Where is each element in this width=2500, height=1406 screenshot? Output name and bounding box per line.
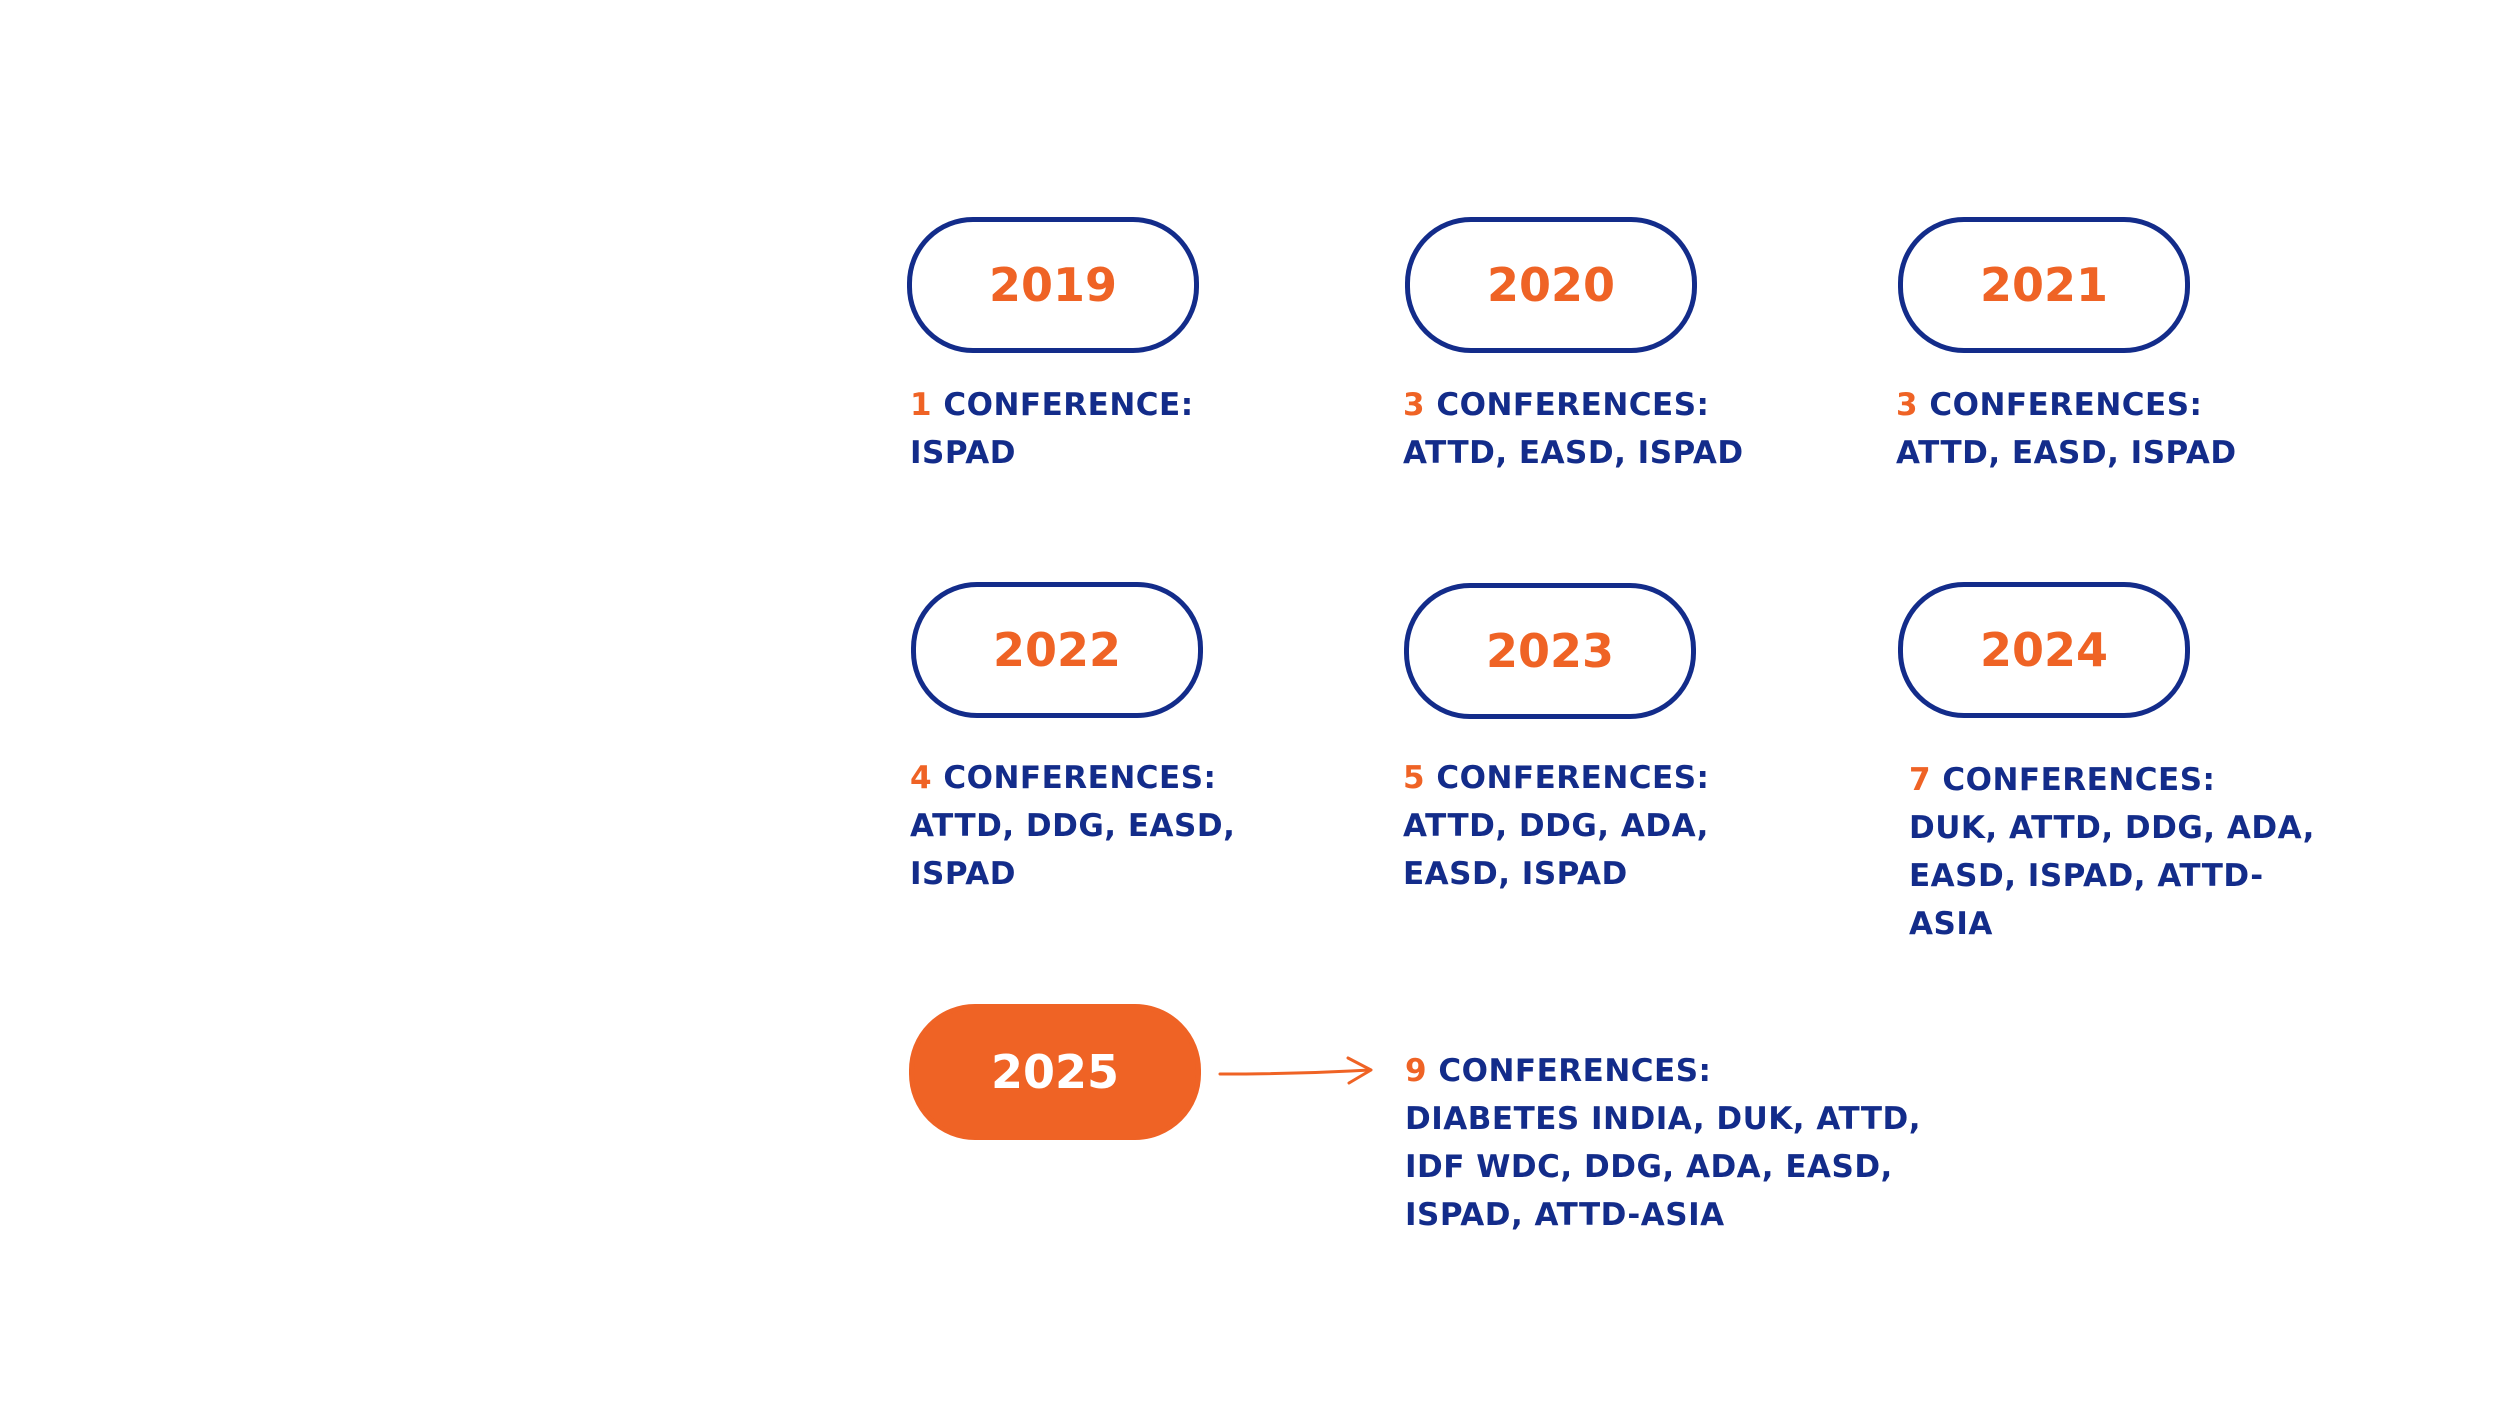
year-pill: 2021: [1898, 217, 2190, 353]
conference-info: 3 CONFERENCES: ATTD, EASD, ISPAD: [1896, 381, 2237, 477]
arrow: [1218, 1068, 1372, 1076]
conference-list: IDF WDC, DDG, ADA, EASD,: [1405, 1149, 1893, 1185]
count-line: 3 CONFERENCES:: [1403, 381, 1744, 429]
conference-list: ISPAD, ATTD-ASIA: [1405, 1197, 1725, 1233]
count-line: 1 CONFERENCE:: [910, 381, 1194, 429]
count: 3: [1403, 387, 1426, 423]
count: 3: [1896, 387, 1919, 423]
conference-info: 4 CONFERENCES: ATTD, DDG, EASD, ISPAD: [910, 754, 1235, 898]
conference-list: ATTD, EASD, ISPAD: [1403, 435, 1744, 471]
year-pill: 2023: [1404, 583, 1696, 719]
count-line: 5 CONFERENCES:: [1403, 754, 1709, 802]
conference-info: 9 CONFERENCES: DIABETES INDIA, DUK, ATTD,…: [1405, 1047, 1921, 1239]
count-label: CONFERENCES:: [1438, 1053, 1712, 1089]
year-pill-highlight: 2025: [909, 1004, 1201, 1140]
count: 5: [1403, 760, 1426, 796]
count: 9: [1405, 1053, 1428, 1089]
year-pill: 2022: [911, 582, 1203, 718]
conference-list: EASD, ISPAD, ATTD-: [1909, 858, 2264, 894]
conference-list: DIABETES INDIA, DUK, ATTD,: [1405, 1101, 1921, 1137]
conference-list: ISPAD: [910, 435, 1016, 471]
count: 1: [910, 387, 933, 423]
conference-info: 7 CONFERENCES: DUK, ATTD, DDG, ADA, EASD, …: [1909, 756, 2315, 948]
conference-info: 5 CONFERENCES: ATTD, DDG, ADA, EASD, ISPAD: [1403, 754, 1709, 898]
count-line: 3 CONFERENCES:: [1896, 381, 2237, 429]
count-label: CONFERENCES:: [1929, 387, 2203, 423]
count: 4: [910, 760, 933, 796]
conference-list: ATTD, DDG, EASD,: [910, 808, 1236, 844]
count-line: 4 CONFERENCES:: [910, 754, 1235, 802]
count-label: CONFERENCES:: [1436, 760, 1710, 796]
arrow-head: [1346, 1056, 1373, 1085]
count-label: CONFERENCES:: [1436, 387, 1710, 423]
count-line: 9 CONFERENCES:: [1405, 1047, 1921, 1095]
conference-list: ATTD, DDG, ADA,: [1403, 808, 1709, 844]
conference-list: ASIA: [1909, 906, 1993, 942]
count: 7: [1909, 762, 1932, 798]
count-label: CONFERENCE:: [943, 387, 1194, 423]
conference-list: ISPAD: [910, 856, 1016, 892]
year-pill: 2024: [1898, 582, 2190, 718]
conference-list: DUK, ATTD, DDG, ADA,: [1909, 810, 2315, 846]
count-line: 7 CONFERENCES:: [1909, 756, 2315, 804]
count-label: CONFERENCES:: [943, 760, 1217, 796]
conference-info: 3 CONFERENCES: ATTD, EASD, ISPAD: [1403, 381, 1744, 477]
conference-list: EASD, ISPAD: [1403, 856, 1628, 892]
year-pill: 2020: [1405, 217, 1697, 353]
count-label: CONFERENCES:: [1942, 762, 2216, 798]
conference-list: ATTD, EASD, ISPAD: [1896, 435, 2237, 471]
year-pill: 2019: [907, 217, 1199, 353]
conference-info: 1 CONFERENCE: ISPAD: [910, 381, 1194, 477]
